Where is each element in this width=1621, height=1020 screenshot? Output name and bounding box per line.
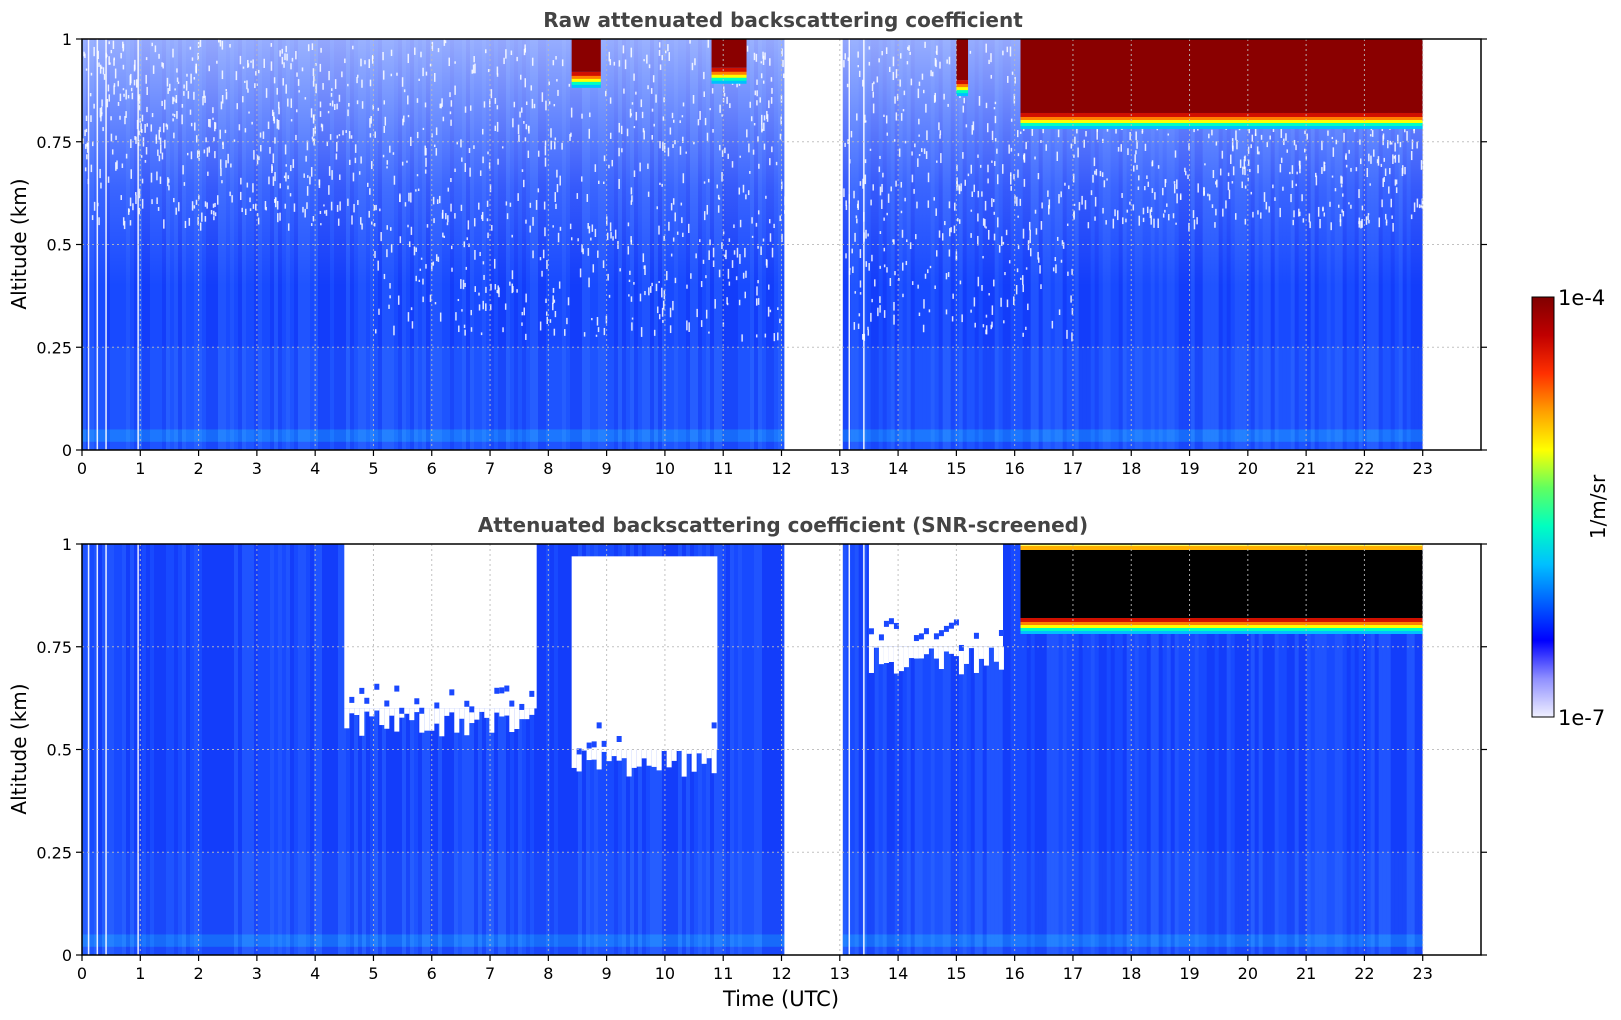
panel-screened-x-tick-label: 6 [427,964,437,983]
panel-raw-y-tick-label: 1 [62,30,72,49]
colorbar-min-label: 1e-7 [1558,706,1605,730]
panel-raw-x-tick-label: 9 [602,459,612,478]
panel-screened-x-tick-label: 15 [946,964,966,983]
panel-screened-x-tick-label: 1 [135,964,145,983]
panel-raw-x-tick-label: 11 [713,459,733,478]
panel-screened-x-tick-label: 14 [888,964,908,983]
colorbar-bar [1531,296,1555,718]
panel-screened-x-tick-label: 8 [543,964,553,983]
colorbar-max-label: 1e-4 [1558,286,1605,310]
panel-screened-y-tick-label: 0.75 [36,638,72,657]
panel-screened-x-tick-label: 3 [252,964,262,983]
panel-screened-x-tick-label: 7 [485,964,495,983]
panel-raw-x-tick-label: 13 [830,459,850,478]
panel-screened-screened-region [868,544,1004,675]
panel-raw-x-tick-label: 8 [543,459,553,478]
panel-raw-cloud-layer [711,39,747,84]
panel-screened-y-tick-label: 0.5 [47,741,72,760]
panel-raw-x-tick-label: 10 [655,459,675,478]
panel-screened-x-tick-label: 18 [1121,964,1141,983]
panel-screened-x-tick-label: 11 [713,964,733,983]
panel-raw-cloud-layer [571,39,601,88]
panel-raw-y-tick-label: 0 [62,441,72,460]
panel-screened-screened-region [344,544,537,737]
panel-raw-x-tick-label: 16 [1004,459,1024,478]
panel-raw-x-tick-label: 15 [946,459,966,478]
panel-raw-title: Raw attenuated backscattering coefficien… [543,8,1023,32]
panel-raw-x-tick-label: 6 [427,459,437,478]
panel-screened-x-tick-label: 4 [310,964,320,983]
panel-screened-x-tick-label: 19 [1179,964,1199,983]
panel-raw-x-tick-label: 18 [1121,459,1141,478]
panel-screened-x-tick-label: 23 [1413,964,1433,983]
panel-screened-y-tick-label: 1 [62,535,72,554]
panel-screened-ylabel: Altitude (km) [7,683,31,814]
panel-screened-x-tick-label: 2 [193,964,203,983]
panel-raw-ylabel: Altitude (km) [7,178,31,309]
panel-raw-y-tick-label: 0.25 [36,338,72,357]
panel-screened-x-tick-label: 21 [1296,964,1316,983]
panel-raw-x-tick-label: 19 [1179,459,1199,478]
panel-raw-x-tick-label: 4 [310,459,320,478]
panel-raw-x-tick-label: 20 [1238,459,1258,478]
x-axis-label: Time (UTC) [722,987,839,1011]
panel-screened: Attenuated backscattering coefficient (S… [7,513,1487,983]
panel-raw-x-ticks: 0 1 2 3 4 5 6 7 8 9 10 11 12 13 14 15 16 17 18 19 20 21 22 23 [77,450,1433,478]
panel-raw-x-tick-label: 22 [1354,459,1374,478]
panel-raw-x-tick-label: 21 [1296,459,1316,478]
panel-screened-x-tick-label: 16 [1004,964,1024,983]
panel-screened-x-tick-label: 12 [771,964,791,983]
panel-screened-x-tick-label: 20 [1238,964,1258,983]
panel-screened-y-tick-label: 0 [62,946,72,965]
panel-screened-screened-region [571,556,718,777]
panel-raw-x-tick-label: 17 [1063,459,1083,478]
panel-screened-cloud-layer [1020,544,1423,634]
panel-raw-x-tick-label: 0 [77,459,87,478]
panel-raw-x-tick-label: 3 [252,459,262,478]
panel-screened-title: Attenuated backscattering coefficient (S… [478,513,1088,537]
panel-raw-x-tick-label: 2 [193,459,203,478]
panel-raw-x-tick-label: 12 [771,459,791,478]
panel-raw-y-tick-label: 0.75 [36,133,72,152]
panel-screened-y-tick-label: 0.25 [36,843,72,862]
panel-raw-cloud-layer [1020,39,1423,129]
panel-screened-x-tick-label: 17 [1063,964,1083,983]
panel-screened-x-tick-label: 22 [1354,964,1374,983]
panel-raw-y-ticks: 0 0.25 0.5 0.75 1 [36,30,1487,460]
panel-screened-x-tick-label: 9 [602,964,612,983]
panel-raw: Raw attenuated backscattering coefficien… [7,8,1487,478]
colorbar-unit-label: 1/m/sr [1586,474,1610,539]
panel-raw-y-tick-label: 0.5 [47,236,72,255]
panel-screened-x-tick-label: 10 [655,964,675,983]
panel-raw-x-tick-label: 14 [888,459,908,478]
panel-screened-y-ticks: 0 0.25 0.5 0.75 1 [36,535,1487,965]
panel-raw-x-tick-label: 5 [368,459,378,478]
panel-screened-x-tick-label: 0 [77,964,87,983]
panel-raw-x-tick-label: 1 [135,459,145,478]
panel-screened-x-ticks: 0 1 2 3 4 5 6 7 8 9 10 11 12 13 14 15 16 17 18 19 20 21 22 23 [77,955,1433,983]
panel-screened-x-tick-label: 5 [368,964,378,983]
panel-screened-x-tick-label: 13 [830,964,850,983]
panel-raw-cloud-layer [956,39,969,97]
colorbar: 1e-4 1e-7 1/m/sr [1531,286,1610,730]
panel-raw-x-tick-label: 7 [485,459,495,478]
panel-raw-x-tick-label: 23 [1413,459,1433,478]
